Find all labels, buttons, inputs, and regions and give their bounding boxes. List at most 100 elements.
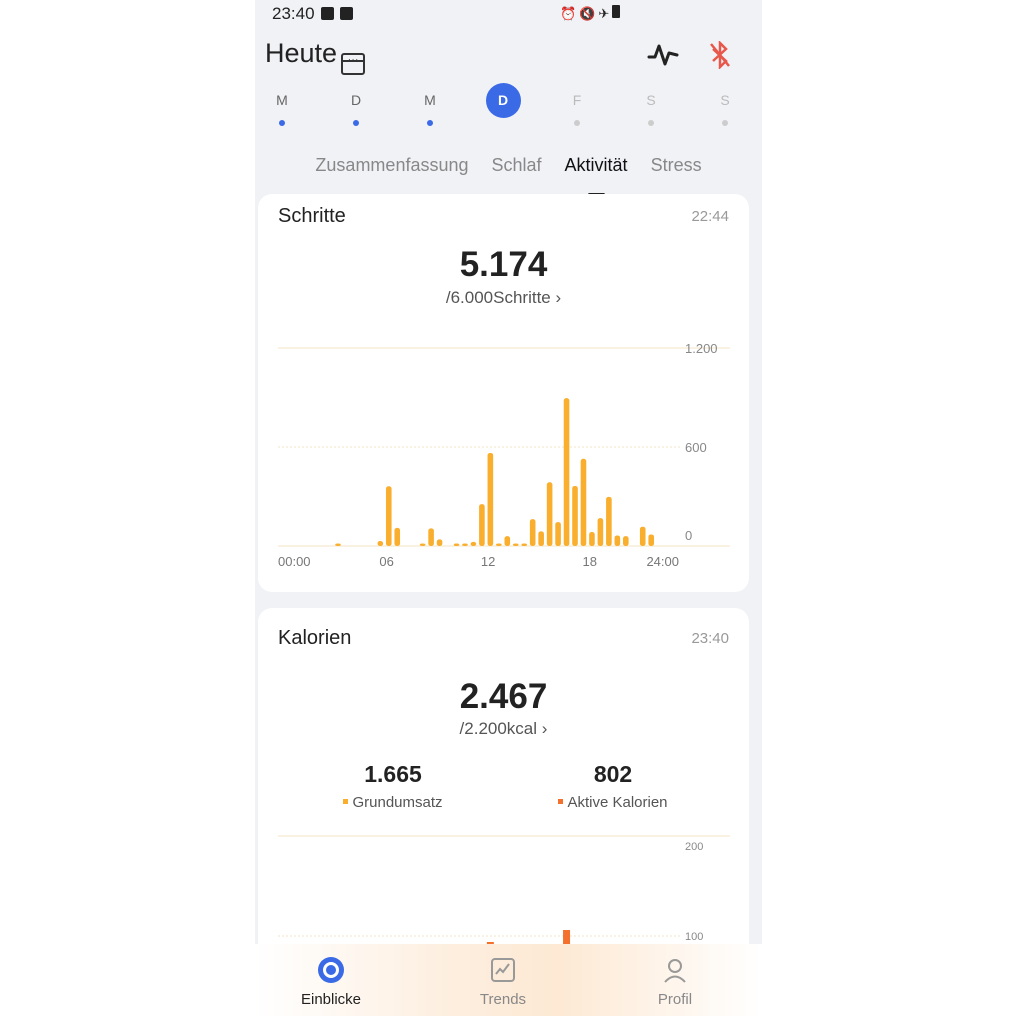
data-dot [648, 120, 654, 126]
x-tick-label: 00:00 [278, 554, 311, 569]
steps-title: Schritte [278, 205, 346, 227]
steps-bar [580, 458, 587, 546]
x-tick-label: 12 [481, 554, 495, 569]
x-tick-label: 06 [379, 554, 393, 569]
bottom-nav: Einblicke Trends Profil [255, 944, 762, 1016]
steps-bar [428, 528, 434, 546]
steps-bar [496, 543, 502, 546]
steps-bar [606, 496, 612, 546]
trends-icon [491, 958, 515, 982]
tab-stress[interactable]: Stress [650, 155, 702, 175]
charts-layer: 1.200 600 0 00:00 06 12 18 24:00 200 100 [278, 341, 730, 944]
bluetooth-off-icon[interactable] [708, 41, 732, 69]
day-label: D [485, 83, 521, 118]
day-label: S [646, 92, 656, 108]
steps-bar [555, 522, 561, 546]
active-legend-marker [558, 799, 564, 804]
steps-bar [385, 486, 392, 546]
phone-screen: 23:40 ⏰🔇✈ Heute ··· M D M D F S S Zusamme… [255, 0, 762, 1016]
steps-bar [394, 527, 401, 546]
calories-goal-link[interactable]: /2.200kcal › [258, 719, 749, 739]
data-dot [353, 120, 359, 126]
tab-sleep[interactable]: Schlaf [491, 155, 542, 175]
nav-insights[interactable]: Einblicke [271, 957, 391, 1008]
page-title: Heute ··· [265, 38, 366, 75]
profile-icon [664, 959, 686, 983]
day-label: S [720, 92, 730, 108]
day-label: M [276, 92, 288, 108]
check-icon [339, 7, 353, 20]
day-sun[interactable]: S [705, 92, 745, 126]
calories-bar [563, 930, 571, 944]
steps-bar [470, 541, 477, 546]
basal-value: 1.665 [364, 761, 422, 787]
steps-bar [589, 531, 595, 546]
y-tick-label: 100 [685, 931, 703, 943]
title-text: Heute [265, 38, 338, 68]
basal-legend-marker [343, 799, 349, 804]
day-thu-selected[interactable]: D [483, 83, 523, 118]
steps-bar [462, 543, 468, 546]
nav-label: Trends [479, 991, 527, 1008]
status-bar: 23:40 [272, 4, 353, 24]
steps-bar [572, 485, 578, 546]
day-mon[interactable]: M [262, 92, 302, 126]
x-tick-label: 24:00 [646, 554, 679, 569]
calendar-icon[interactable]: ··· [341, 53, 366, 75]
steps-bar [614, 535, 621, 546]
mute-icon: 🔇 [579, 6, 599, 21]
steps-bar [623, 536, 629, 546]
steps-bar [529, 519, 536, 546]
chevron-right-icon: › [541, 719, 548, 738]
day-fri[interactable]: F [557, 92, 597, 126]
steps-bar [377, 541, 384, 546]
nav-trends[interactable]: Trends [443, 957, 563, 1008]
steps-bar [419, 543, 426, 546]
basal-stat: 1.665 Grundumsatz [318, 761, 468, 811]
alarm-icon: ⏰ [560, 6, 580, 21]
image-icon [320, 7, 334, 20]
calories-value: 2.467 [459, 677, 548, 716]
steps-bar [479, 504, 485, 546]
day-tue[interactable]: D [336, 92, 376, 126]
active-value: 802 [593, 761, 633, 787]
chevron-right-icon: › [555, 288, 562, 307]
tab-bar: Zusammenfassung Schlaf Aktivität Stress [255, 155, 762, 196]
steps-bar [563, 398, 570, 546]
steps-bar [487, 452, 494, 546]
airplane-icon: ✈ [598, 6, 613, 21]
nav-profile[interactable]: Profil [615, 957, 735, 1008]
status-icons: ⏰🔇✈ [560, 5, 621, 22]
day-sat[interactable]: S [631, 92, 671, 126]
steps-bar [597, 518, 604, 546]
steps-value: 5.174 [459, 245, 548, 284]
day-wed[interactable]: M [410, 92, 450, 126]
day-label: F [572, 92, 582, 108]
steps-card[interactable]: Schritte 22:44 5.174 /6.000Schritte › [258, 194, 749, 592]
battery-icon [612, 5, 621, 18]
active-stat: 802 Aktive Kalorien [538, 761, 688, 811]
steps-bar [335, 543, 341, 546]
steps-bar [436, 539, 443, 546]
basal-label: Grundumsatz [352, 794, 443, 811]
calories-time: 23:40 [691, 630, 729, 647]
steps-time: 22:44 [691, 208, 729, 225]
steps-goal: /6.000Schritte [445, 288, 551, 307]
x-tick-label: 18 [583, 554, 597, 569]
y-tick-label: 1.200 [685, 341, 718, 356]
y-tick-label: 0 [685, 528, 692, 543]
steps-bar [639, 526, 646, 546]
data-dot [427, 120, 433, 126]
day-label: M [424, 92, 436, 108]
calories-goal: /2.200kcal [459, 719, 538, 738]
y-tick-label: 600 [685, 440, 707, 455]
active-label: Aktive Kalorien [567, 794, 668, 811]
tab-summary[interactable]: Zusammenfassung [315, 155, 469, 175]
activity-wave-icon[interactable] [647, 42, 679, 68]
data-dot [574, 120, 580, 126]
insights-icon [318, 957, 344, 983]
steps-goal-link[interactable]: /6.000Schritte › [258, 288, 749, 308]
day-label: D [350, 92, 362, 108]
steps-bar [538, 531, 544, 546]
steps-bar [648, 534, 654, 546]
